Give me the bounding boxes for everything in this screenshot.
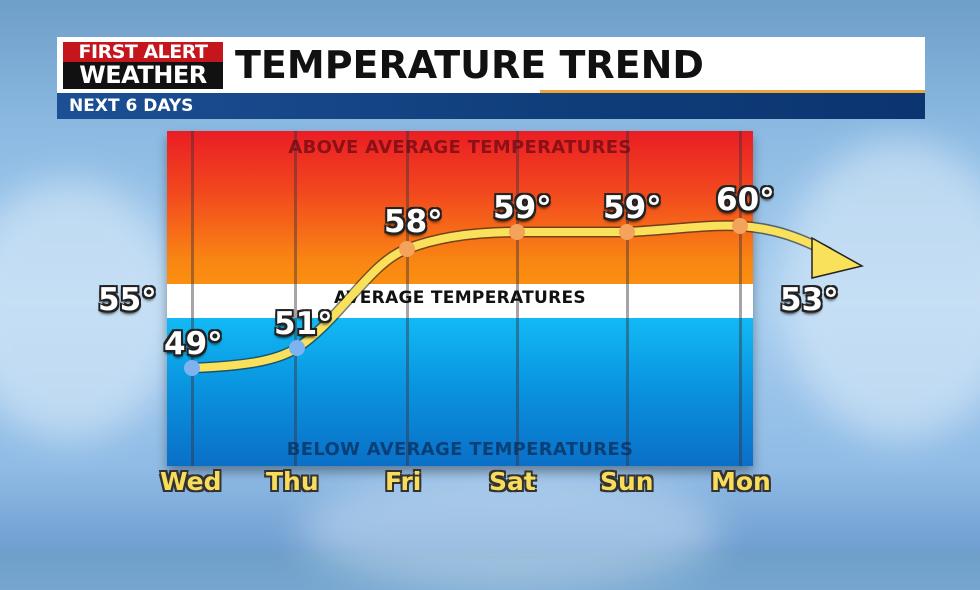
day-mon: Mon [711,467,771,496]
temp-sun: 59° [603,190,662,226]
gridline-wed [191,131,194,466]
next-temp: 53° [780,282,839,318]
gridline-thu [294,131,297,466]
point-sun [619,224,635,240]
day-sat: Sat [489,467,536,496]
subtitle-bar: NEXT 6 DAYS [57,93,925,119]
point-mon [732,218,748,234]
average-temp: 55° [98,282,157,318]
gridline-fri [406,131,409,466]
page-title: TEMPERATURE TREND [235,43,704,87]
day-sun: Sun [600,467,654,496]
point-wed [184,360,200,376]
temp-thu: 51° [274,306,333,342]
point-fri [399,241,415,257]
temp-fri: 58° [384,204,443,240]
temp-mon: 60° [716,182,775,218]
point-thu [289,340,305,356]
below-average-label: BELOW AVERAGE TEMPERATURES [286,439,634,460]
day-thu: Thu [266,467,319,496]
above-average-label: ABOVE AVERAGE TEMPERATURES [288,137,632,158]
average-band [167,284,753,318]
temp-wed: 49° [164,326,223,362]
gridline-sun [626,131,629,466]
day-fri: Fri [385,467,422,496]
cloud [780,140,980,440]
temp-sat: 59° [493,190,552,226]
logo-first-alert: FIRST ALERT [63,42,223,62]
trend-arrow-icon [811,236,865,279]
accent-line [540,90,925,93]
gridline-sat [516,131,519,466]
header-bar: FIRST ALERT WEATHER TEMPERATURE TREND [57,37,925,93]
gridline-mon [739,131,742,466]
logo-weather: WEATHER [63,62,223,89]
below-average-band [167,318,753,466]
above-average-band [167,131,753,284]
cloud [0,180,180,440]
average-label: AVERAGE TEMPERATURES [334,288,586,308]
day-wed: Wed [160,467,222,496]
point-sat [509,224,525,240]
subtitle: NEXT 6 DAYS [69,96,194,116]
trend-curve [184,218,865,376]
chart-panel: ABOVE AVERAGE TEMPERATURES AVERAGE TEMPE… [167,131,753,466]
